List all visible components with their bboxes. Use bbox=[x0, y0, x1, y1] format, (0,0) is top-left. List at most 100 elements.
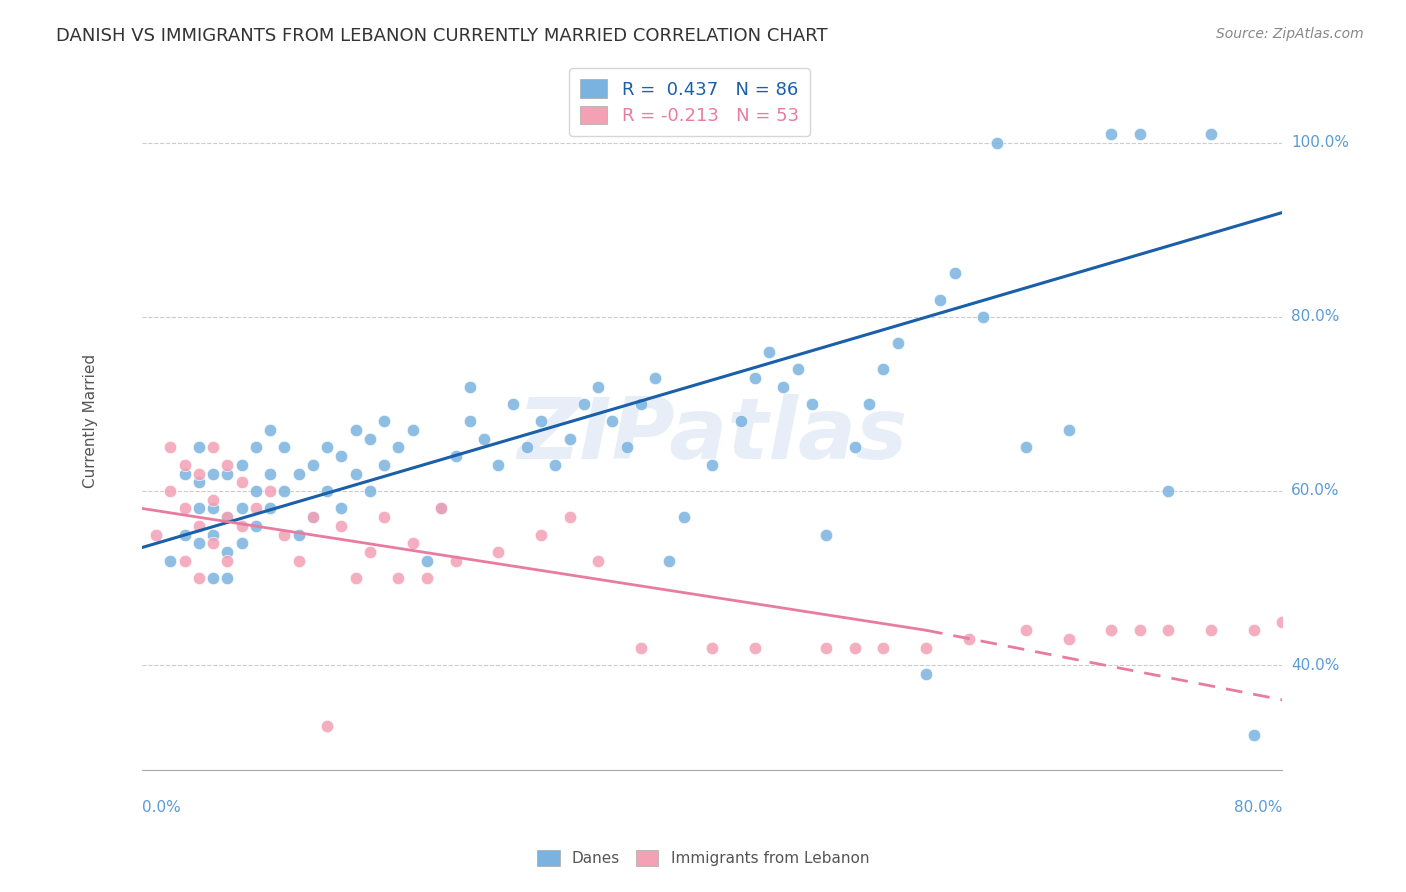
Point bbox=[344, 467, 367, 481]
Point bbox=[217, 545, 239, 559]
Point bbox=[844, 640, 866, 655]
Point bbox=[359, 483, 381, 498]
Point bbox=[658, 554, 681, 568]
Point bbox=[815, 527, 838, 541]
Point bbox=[202, 527, 225, 541]
Point bbox=[202, 492, 225, 507]
Text: Source: ZipAtlas.com: Source: ZipAtlas.com bbox=[1216, 27, 1364, 41]
Point bbox=[316, 719, 339, 733]
Point bbox=[187, 441, 209, 455]
Point bbox=[173, 554, 195, 568]
Point bbox=[287, 527, 309, 541]
Text: DANISH VS IMMIGRANTS FROM LEBANON CURRENTLY MARRIED CORRELATION CHART: DANISH VS IMMIGRANTS FROM LEBANON CURREN… bbox=[56, 27, 828, 45]
Point bbox=[202, 501, 225, 516]
Point bbox=[259, 467, 281, 481]
Point bbox=[929, 293, 952, 307]
Point bbox=[159, 554, 181, 568]
Text: 60.0%: 60.0% bbox=[1291, 483, 1340, 499]
Point bbox=[202, 441, 225, 455]
Point bbox=[772, 379, 794, 393]
Point bbox=[217, 467, 239, 481]
Point bbox=[245, 501, 267, 516]
Point bbox=[1157, 483, 1180, 498]
Point bbox=[1015, 624, 1038, 638]
Point bbox=[957, 632, 980, 646]
Point bbox=[173, 458, 195, 472]
Point bbox=[316, 441, 339, 455]
Point bbox=[1157, 624, 1180, 638]
Legend: R =  0.437   N = 86, R = -0.213   N = 53: R = 0.437 N = 86, R = -0.213 N = 53 bbox=[569, 69, 810, 136]
Point bbox=[644, 371, 666, 385]
Point bbox=[373, 414, 395, 428]
Point bbox=[458, 379, 481, 393]
Point bbox=[287, 467, 309, 481]
Point bbox=[1057, 423, 1080, 437]
Text: ZIPatlas: ZIPatlas bbox=[517, 393, 907, 477]
Point bbox=[502, 397, 524, 411]
Point bbox=[187, 518, 209, 533]
Point bbox=[217, 510, 239, 524]
Point bbox=[702, 458, 724, 472]
Point bbox=[630, 640, 652, 655]
Point bbox=[173, 501, 195, 516]
Point bbox=[187, 467, 209, 481]
Point bbox=[1057, 632, 1080, 646]
Point bbox=[516, 441, 538, 455]
Point bbox=[259, 501, 281, 516]
Point bbox=[1015, 441, 1038, 455]
Point bbox=[1099, 127, 1122, 141]
Point bbox=[558, 510, 581, 524]
Point bbox=[217, 510, 239, 524]
Point bbox=[915, 640, 938, 655]
Point bbox=[159, 483, 181, 498]
Point bbox=[572, 397, 595, 411]
Point bbox=[886, 336, 908, 351]
Point bbox=[387, 441, 409, 455]
Point bbox=[530, 527, 553, 541]
Point bbox=[472, 432, 495, 446]
Text: 80.0%: 80.0% bbox=[1291, 310, 1339, 325]
Point bbox=[1299, 615, 1322, 629]
Text: 0.0%: 0.0% bbox=[142, 800, 180, 815]
Point bbox=[245, 441, 267, 455]
Point bbox=[259, 483, 281, 498]
Point bbox=[287, 554, 309, 568]
Point bbox=[344, 423, 367, 437]
Point bbox=[387, 571, 409, 585]
Point bbox=[858, 397, 880, 411]
Point bbox=[744, 371, 766, 385]
Point bbox=[187, 501, 209, 516]
Point bbox=[602, 414, 624, 428]
Point bbox=[630, 397, 652, 411]
Point bbox=[217, 571, 239, 585]
Point bbox=[486, 458, 509, 472]
Point bbox=[844, 441, 866, 455]
Point bbox=[373, 510, 395, 524]
Point bbox=[187, 571, 209, 585]
Point bbox=[986, 136, 1008, 150]
Point bbox=[1129, 624, 1152, 638]
Point bbox=[444, 449, 467, 463]
Text: 80.0%: 80.0% bbox=[1234, 800, 1282, 815]
Point bbox=[187, 536, 209, 550]
Point bbox=[972, 310, 994, 324]
Point bbox=[558, 432, 581, 446]
Point bbox=[373, 458, 395, 472]
Point bbox=[402, 536, 425, 550]
Point bbox=[344, 571, 367, 585]
Point bbox=[202, 467, 225, 481]
Point bbox=[616, 441, 638, 455]
Point bbox=[730, 414, 752, 428]
Text: 40.0%: 40.0% bbox=[1291, 657, 1339, 673]
Point bbox=[786, 362, 808, 376]
Legend: Danes, Immigrants from Lebanon: Danes, Immigrants from Lebanon bbox=[527, 841, 879, 875]
Point bbox=[1199, 624, 1222, 638]
Point bbox=[744, 640, 766, 655]
Point bbox=[672, 510, 695, 524]
Point bbox=[943, 267, 966, 281]
Point bbox=[586, 379, 609, 393]
Point bbox=[330, 449, 353, 463]
Point bbox=[245, 483, 267, 498]
Point bbox=[1271, 615, 1294, 629]
Point bbox=[231, 536, 253, 550]
